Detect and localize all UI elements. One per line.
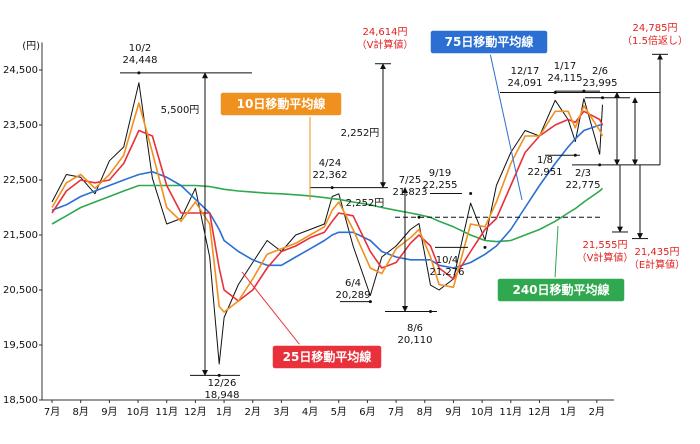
x-tick-label: 3月: [273, 406, 289, 418]
annotation-value: 21,823: [393, 187, 428, 198]
annotation-date: 8/6: [407, 323, 423, 334]
x-tick-label: 10月: [127, 406, 150, 418]
callout-pointer: [554, 225, 559, 279]
callout-pointer: [241, 271, 301, 346]
annotation-value: 22,775: [566, 180, 601, 191]
annotation-point: [469, 191, 473, 195]
y-tick-label: 20,500: [3, 285, 38, 296]
annotation-date: 2/3: [575, 168, 591, 179]
annotation-value: 22,951: [528, 167, 563, 178]
annotation-date: 4/24: [319, 158, 341, 169]
y-tick-label: 23,500: [3, 120, 38, 131]
x-tick-label: 2月: [589, 406, 605, 418]
x-tick-label: 6月: [359, 406, 375, 418]
annotation-date: 6/4: [345, 278, 361, 289]
callout-box: [429, 29, 549, 55]
annotation-point: [582, 89, 586, 93]
callout-pointer: [489, 52, 523, 201]
annotation-point: [598, 163, 602, 167]
x-tick-label: 1月: [216, 406, 232, 418]
range-label: 5,500円: [161, 105, 200, 116]
annotation-point: [217, 373, 221, 377]
x-tick-label: 9月: [101, 406, 117, 418]
target-note: （V計算値）: [577, 251, 634, 264]
annotation-date: 9/19: [429, 168, 451, 179]
callout-label: 25日移動平均線: [283, 349, 372, 364]
moving-average-line: [51, 102, 604, 313]
x-tick-label: 7月: [44, 406, 60, 418]
target-note: （1.5倍返し）: [622, 34, 688, 47]
annotation-date: 7/25: [399, 175, 421, 186]
target-label: 24,785円: [633, 23, 678, 34]
y-tick-label: 22,500: [3, 175, 38, 186]
x-tick-label: 11月: [499, 406, 522, 418]
moving-average-line: [51, 110, 604, 302]
annotation-point: [368, 300, 372, 304]
annotation-date: 1/17: [554, 61, 576, 72]
annotation-point: [573, 153, 577, 157]
annotation-date: 10/2: [129, 43, 151, 54]
x-tick-label: 9月: [445, 406, 461, 418]
x-tick-label: 12月: [528, 406, 551, 418]
moving-average-line: [51, 184, 604, 243]
y-tick-label: 18,500: [3, 395, 38, 406]
annotation-value: 18,948: [205, 390, 240, 401]
annotation-value: 20,289: [336, 290, 371, 301]
annotation-date: 12/26: [208, 378, 237, 389]
x-tick-label: 7月: [388, 406, 404, 418]
annotation-value: 20,110: [398, 335, 433, 346]
callout-box: [271, 344, 383, 370]
price-line: [51, 82, 603, 365]
annotation-date: 10/4: [436, 255, 458, 266]
annotation-point: [417, 215, 421, 219]
annotation-date: 12/17: [511, 66, 540, 77]
moving-average-line: [51, 124, 603, 269]
range-label: 2,252円: [341, 128, 380, 139]
annotation-point: [553, 90, 557, 94]
callout-label: 75日移動平均線: [445, 34, 534, 49]
y-unit: (円): [22, 41, 40, 52]
annotation-value: 22,362: [313, 170, 348, 181]
annotation-point: [601, 96, 605, 100]
x-tick-label: 10月: [471, 406, 494, 418]
y-tick-label: 24,500: [3, 65, 38, 76]
callout-box: [219, 91, 343, 117]
annotation-point: [429, 309, 433, 313]
annotation-date: 2/6: [592, 66, 608, 77]
y-tick-label: 21,500: [3, 230, 38, 241]
annotation-value: 24,091: [508, 78, 543, 89]
x-tick-label: 1月: [560, 406, 576, 418]
annotation-point: [483, 245, 487, 249]
annotation-point: [137, 71, 141, 75]
target-label: 21,435円: [635, 247, 680, 258]
x-tick-label: 11月: [155, 406, 178, 418]
annotation-date: 1/8: [537, 155, 553, 166]
annotation-value: 24,115: [548, 73, 583, 84]
x-tick-label: 12月: [184, 406, 207, 418]
callout-label: 240日移動平均線: [512, 282, 609, 297]
annotation-value: 23,995: [583, 78, 618, 89]
x-tick-label: 2月: [245, 406, 261, 418]
target-note: （V計算値）: [357, 38, 414, 51]
target-label: 24,614円: [363, 27, 408, 38]
range-label: 2,252円: [346, 198, 385, 209]
callout-box: [496, 277, 626, 303]
target-note: （E計算値）: [629, 258, 685, 271]
x-tick-label: 4月: [302, 406, 318, 418]
annotation-value: 22,255: [423, 180, 458, 191]
x-tick-label: 5月: [331, 406, 347, 418]
x-tick-label: 8月: [73, 406, 89, 418]
x-tick-label: 8月: [417, 406, 433, 418]
y-tick-label: 19,500: [3, 340, 38, 351]
callout-label: 10日移動平均線: [237, 96, 326, 111]
annotation-value: 21,276: [430, 267, 465, 278]
annotation-value: 24,448: [123, 55, 158, 66]
annotation-point: [330, 186, 334, 190]
target-label: 21,555円: [583, 240, 628, 251]
